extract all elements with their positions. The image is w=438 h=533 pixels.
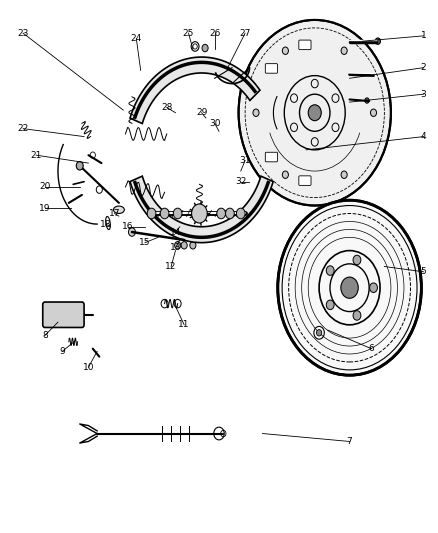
Text: 17: 17 xyxy=(109,209,120,218)
Text: 7: 7 xyxy=(347,437,353,446)
FancyBboxPatch shape xyxy=(43,302,84,327)
Text: 9: 9 xyxy=(60,347,65,356)
Circle shape xyxy=(191,204,207,223)
Text: 22: 22 xyxy=(18,124,29,133)
Circle shape xyxy=(237,208,245,219)
FancyBboxPatch shape xyxy=(299,176,311,185)
Circle shape xyxy=(308,105,321,120)
Circle shape xyxy=(160,208,169,219)
Text: 21: 21 xyxy=(31,151,42,160)
Circle shape xyxy=(76,161,83,170)
Circle shape xyxy=(353,255,361,265)
Circle shape xyxy=(317,329,322,336)
FancyBboxPatch shape xyxy=(299,40,311,50)
Circle shape xyxy=(375,38,381,44)
Circle shape xyxy=(59,308,71,322)
Text: 18: 18 xyxy=(100,220,112,229)
Text: 24: 24 xyxy=(131,34,142,43)
Text: 5: 5 xyxy=(420,268,427,276)
Text: 11: 11 xyxy=(178,320,190,329)
Text: 16: 16 xyxy=(122,222,133,231)
Circle shape xyxy=(202,44,208,52)
Text: 26: 26 xyxy=(209,29,220,38)
Circle shape xyxy=(283,171,288,179)
Circle shape xyxy=(128,228,135,236)
Circle shape xyxy=(181,241,187,249)
Circle shape xyxy=(371,109,377,116)
Circle shape xyxy=(341,277,358,298)
Text: 27: 27 xyxy=(240,29,251,38)
Text: 12: 12 xyxy=(166,262,177,271)
Circle shape xyxy=(173,208,182,219)
Text: 13: 13 xyxy=(170,244,181,253)
Circle shape xyxy=(226,208,234,219)
Text: 28: 28 xyxy=(161,103,173,112)
Circle shape xyxy=(190,241,196,249)
Circle shape xyxy=(217,208,226,219)
Text: 32: 32 xyxy=(235,177,247,186)
Text: 23: 23 xyxy=(18,29,29,38)
Text: 29: 29 xyxy=(196,108,207,117)
Text: 20: 20 xyxy=(39,182,51,191)
Text: 10: 10 xyxy=(83,363,94,372)
Ellipse shape xyxy=(113,206,124,214)
Polygon shape xyxy=(130,57,260,124)
Text: 30: 30 xyxy=(209,119,220,128)
Circle shape xyxy=(253,109,259,116)
Circle shape xyxy=(326,300,334,310)
FancyBboxPatch shape xyxy=(265,63,278,73)
FancyBboxPatch shape xyxy=(265,152,278,162)
Circle shape xyxy=(326,266,334,276)
Text: 25: 25 xyxy=(183,29,194,38)
Text: 31: 31 xyxy=(239,156,251,165)
Circle shape xyxy=(341,171,347,179)
Text: 19: 19 xyxy=(39,204,51,213)
Polygon shape xyxy=(130,176,273,243)
Text: 3: 3 xyxy=(420,90,427,99)
Circle shape xyxy=(370,283,378,293)
Circle shape xyxy=(283,47,288,54)
Text: 8: 8 xyxy=(42,331,48,340)
Text: 15: 15 xyxy=(139,238,151,247)
Circle shape xyxy=(239,20,391,206)
Circle shape xyxy=(147,208,156,219)
Text: 1: 1 xyxy=(420,31,427,41)
Circle shape xyxy=(341,47,347,54)
Ellipse shape xyxy=(106,216,110,230)
Circle shape xyxy=(353,311,361,320)
Text: 4: 4 xyxy=(421,132,426,141)
Circle shape xyxy=(278,200,421,375)
Text: 2: 2 xyxy=(421,63,426,72)
Circle shape xyxy=(175,241,181,249)
Text: 14: 14 xyxy=(170,228,181,237)
Text: 6: 6 xyxy=(368,344,374,353)
Circle shape xyxy=(365,98,369,103)
